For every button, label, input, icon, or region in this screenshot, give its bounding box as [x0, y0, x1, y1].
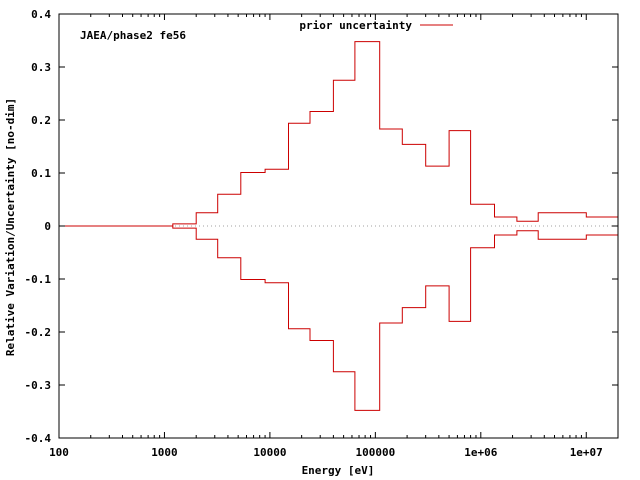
- y-tick-label: -0.2: [25, 326, 52, 339]
- chart-annotation: JAEA/phase2 fe56: [80, 29, 186, 42]
- y-tick-label: -0.4: [25, 432, 52, 445]
- y-tick-label: 0.2: [31, 114, 51, 127]
- legend: prior uncertainty: [299, 19, 453, 32]
- x-tick-label: 1000: [151, 446, 178, 459]
- ticks-layer: [58, 13, 619, 439]
- legend-label: prior uncertainty: [299, 19, 412, 32]
- x-tick-label: 100: [49, 446, 69, 459]
- y-tick-label: -0.3: [25, 379, 52, 392]
- y-tick-label: 0.1: [31, 167, 51, 180]
- series-upper-step-line: [59, 41, 618, 227]
- x-tick-label: 100000: [355, 446, 395, 459]
- y-tick-label: 0.4: [31, 8, 51, 21]
- y-tick-label: -0.1: [25, 273, 52, 286]
- x-tick-label: 10000: [253, 446, 286, 459]
- series-lower-step-line: [59, 225, 618, 411]
- y-axis-label: Relative Variation/Uncertainty [no-dim]: [4, 98, 17, 356]
- x-tick-label: 1e+07: [570, 446, 603, 459]
- x-axis-label: Energy [eV]: [302, 464, 375, 477]
- y-tick-label: 0.3: [31, 61, 51, 74]
- x-tick-label: 1e+06: [464, 446, 497, 459]
- series-layer: [59, 41, 618, 411]
- y-tick-label: 0: [44, 220, 51, 233]
